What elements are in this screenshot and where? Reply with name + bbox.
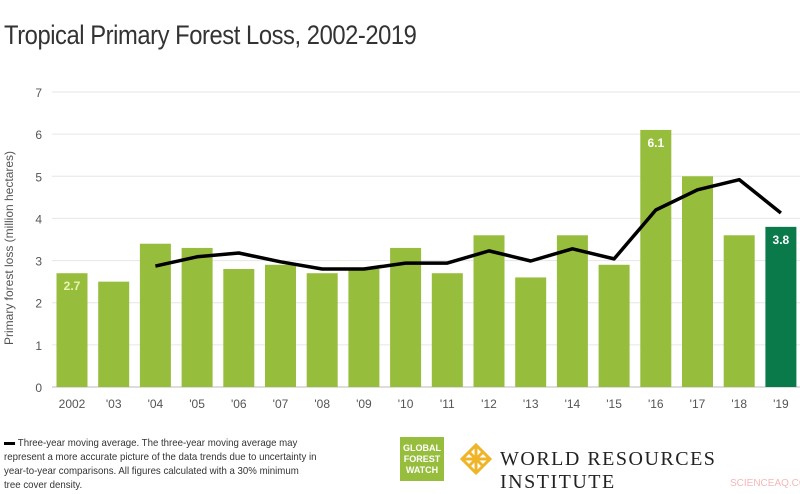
x-tick-label: '16 (648, 397, 664, 411)
line-legend-swatch (4, 441, 16, 445)
y-tick-label: 6 (35, 128, 42, 142)
gfw-logo-line: FOREST (403, 454, 441, 464)
bar-18 (723, 235, 755, 387)
bar-10 (390, 247, 422, 387)
x-tick-label: '10 (398, 397, 414, 411)
bar-03 (98, 281, 130, 387)
y-tick-label: 1 (35, 339, 42, 353)
x-tick-label: '17 (690, 397, 706, 411)
bar-09 (348, 269, 380, 387)
x-tick-label: '15 (606, 397, 622, 411)
gfw-logo-line: WATCH (405, 465, 439, 475)
x-tick-label: 2002 (59, 397, 86, 411)
x-tick-label: '19 (773, 397, 789, 411)
bar-06 (223, 269, 255, 387)
x-tick-label: '05 (189, 397, 205, 411)
bar-07 (265, 264, 296, 387)
data-label: 2.7 (64, 279, 81, 293)
y-tick-label: 7 (35, 86, 42, 100)
bar-08 (306, 273, 338, 387)
x-tick-label: '03 (106, 397, 122, 411)
wri-logo-icon (460, 443, 492, 475)
x-tick-label: '12 (481, 397, 497, 411)
global-forest-watch-logo: GLOBAL FOREST WATCH (400, 437, 444, 481)
data-label: 6.1 (647, 136, 664, 150)
data-label: 3.8 (773, 233, 790, 247)
x-tick-label: '08 (314, 397, 330, 411)
x-tick-label: '18 (731, 397, 747, 411)
legend-note: Three-year moving average. The three-yea… (4, 436, 317, 492)
x-tick-label: '07 (273, 397, 289, 411)
bar-12 (473, 235, 505, 387)
y-tick-label: 0 (35, 381, 42, 395)
bar-13 (515, 277, 547, 387)
bar-15 (598, 264, 630, 387)
x-tick-label: '11 (440, 397, 455, 411)
x-tick-label: '06 (231, 397, 247, 411)
watermark: SCIENCEAQ.COM (730, 478, 800, 489)
bar-14 (556, 235, 588, 387)
bar-chart: 0 1 2 3 4 5 6 7 Primary forest loss (million hec… (2, 86, 800, 411)
y-tick-label: 3 (35, 255, 42, 269)
y-tick-label: 2 (35, 297, 42, 311)
bar-11 (431, 273, 463, 387)
x-tick-label: '09 (356, 397, 372, 411)
bar-2002 (56, 273, 88, 387)
bar-17 (682, 176, 713, 387)
y-tick-label: 5 (35, 170, 42, 184)
x-tick-label: '04 (148, 397, 164, 411)
bar-16 (640, 129, 672, 387)
wri-logo-text: WORLD RESOURCES INSTITUTE (500, 448, 717, 493)
y-axis-label: Primary forest loss (million hectares) (2, 151, 16, 345)
x-tick-label: '14 (565, 397, 581, 411)
y-tick-label: 4 (35, 212, 42, 226)
x-tick-label: '13 (523, 397, 539, 411)
bar-04 (139, 243, 171, 387)
chart-title: Tropical Primary Forest Loss, 2002-2019 (4, 20, 417, 50)
gfw-logo-line: GLOBAL (403, 443, 441, 453)
note-text: The three-year moving average may repres… (4, 437, 317, 491)
legend-label: Three-year moving average. (17, 437, 140, 449)
bar-05 (181, 247, 213, 387)
moving-average-line (155, 177, 782, 271)
bar-19 (765, 226, 797, 387)
